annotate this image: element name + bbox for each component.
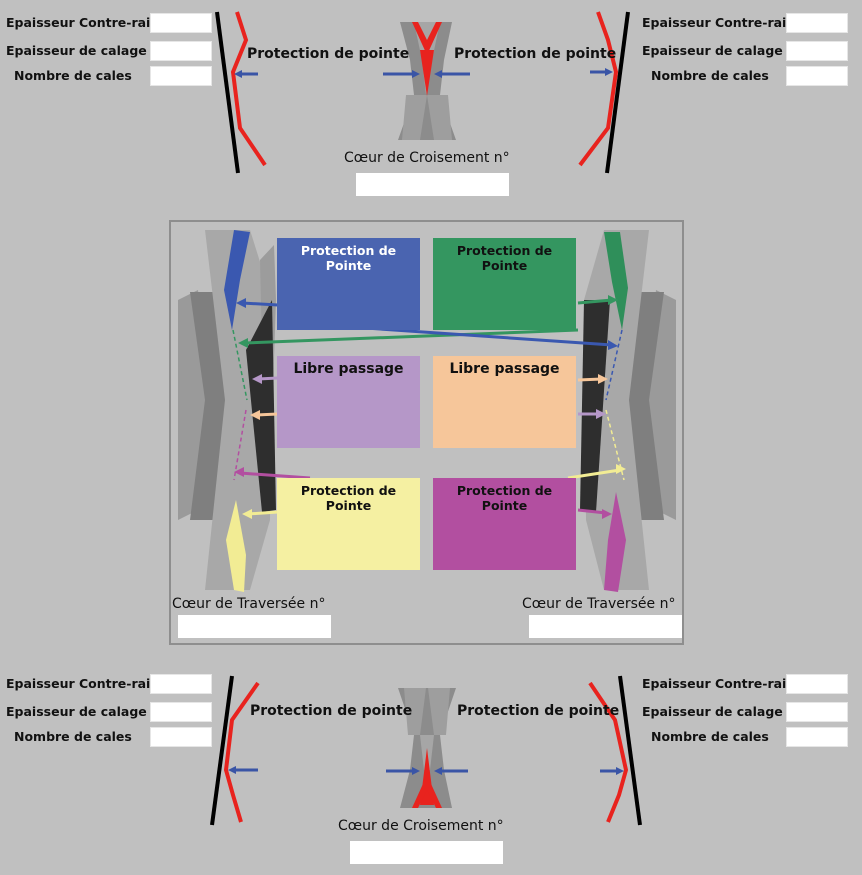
bottom-coeur-field[interactable] <box>350 841 503 864</box>
right-green-wedge <box>604 232 628 330</box>
top-crossing-diagram <box>215 11 630 174</box>
bottom-left-running-rail <box>223 681 260 823</box>
bottom-right-check-rail <box>618 675 642 826</box>
box-protection-blue: Protection de Pointe <box>277 238 420 330</box>
top-coeur-field[interactable] <box>356 173 509 196</box>
left-yellow-wedge <box>226 500 246 592</box>
top-left-calage-field[interactable] <box>150 41 212 61</box>
traversee-diagram <box>178 230 676 592</box>
box-magenta-label: Protection de Pointe <box>456 483 553 513</box>
bottom-left-cales-field[interactable] <box>150 727 212 747</box>
coeur-traversee-left-label: Cœur de Traversée n° <box>172 596 326 612</box>
bottom-right-contre-rail-field[interactable] <box>786 674 848 694</box>
label-epaisseur-calage: Epaisseur de calage <box>6 704 147 719</box>
top-left-contre-rail-field[interactable] <box>150 13 212 33</box>
top-right-running-rail <box>578 11 619 167</box>
top-right-contre-rail-field[interactable] <box>786 13 848 33</box>
label-nombre-cales: Nombre de cales <box>651 68 769 83</box>
box-protection-magenta: Protection de Pointe <box>433 478 576 570</box>
top-left-cales-field[interactable] <box>150 66 212 86</box>
label-epaisseur-calage: Epaisseur de calage <box>642 43 783 58</box>
box-green-label: Protection de Pointe <box>456 243 553 273</box>
label-epaisseur-contre-rail: Epaisseur Contre-rail <box>6 676 155 691</box>
top-left-check-rail <box>215 11 240 174</box>
box-purple-label: Libre passage <box>293 361 404 377</box>
left-blue-wedge <box>224 230 250 330</box>
top-frog-point <box>412 22 442 55</box>
label-epaisseur-calage: Epaisseur de calage <box>6 43 147 58</box>
top-protection-left-label: Protection de pointe <box>247 46 410 62</box>
top-left-running-rail <box>230 11 267 167</box>
label-nombre-cales: Nombre de cales <box>14 729 132 744</box>
bottom-right-running-rail <box>588 681 629 823</box>
arrow-magenta <box>577 508 607 515</box>
bottom-protection-left-label: Protection de pointe <box>250 703 413 719</box>
right-frog-point-black <box>580 300 610 512</box>
bottom-right-calage-field[interactable] <box>786 702 848 722</box>
coeur-traversee-left-field[interactable] <box>178 615 331 638</box>
box-libre-orange: Libre passage <box>433 356 576 448</box>
box-libre-purple: Libre passage <box>277 356 420 448</box>
right-magenta-wedge <box>604 492 626 592</box>
label-nombre-cales: Nombre de cales <box>651 729 769 744</box>
arrow-yellow-right <box>567 468 621 480</box>
box-yellow-label: Protection de Pointe <box>300 483 397 513</box>
bottom-left-check-rail <box>210 675 234 826</box>
bottom-left-contre-rail-field[interactable] <box>150 674 212 694</box>
arrow-blue <box>241 301 279 307</box>
traversee-panel <box>169 220 684 645</box>
top-protection-right-label: Protection de pointe <box>454 46 617 62</box>
bottom-coeur-label: Cœur de Croisement n° <box>338 818 504 834</box>
top-right-cales-field[interactable] <box>786 66 848 86</box>
label-epaisseur-contre-rail: Epaisseur Contre-rail <box>642 676 791 691</box>
box-blue-label: Protection de Pointe <box>300 243 397 273</box>
bottom-protection-right-label: Protection de pointe <box>457 703 620 719</box>
arrow-yellow <box>247 510 279 516</box>
bottom-right-cales-field[interactable] <box>786 727 848 747</box>
top-coeur-label: Cœur de Croisement n° <box>344 150 510 166</box>
box-protection-green: Protection de Pointe <box>433 238 576 330</box>
top-right-calage-field[interactable] <box>786 41 848 61</box>
label-epaisseur-contre-rail: Epaisseur Contre-rail <box>642 15 791 30</box>
label-epaisseur-calage: Epaisseur de calage <box>642 704 783 719</box>
arrow-magenta-left <box>239 471 311 480</box>
label-nombre-cales: Nombre de cales <box>14 68 132 83</box>
arrow-green-long <box>244 328 579 345</box>
box-protection-yellow: Protection de Pointe <box>277 478 420 570</box>
left-frog-point-black <box>246 300 276 512</box>
left-frog <box>205 230 272 590</box>
top-right-check-rail <box>605 11 630 174</box>
arrow-green <box>577 298 613 305</box>
coeur-traversee-right-field[interactable] <box>529 615 682 638</box>
box-orange-label: Libre passage <box>449 361 560 377</box>
coeur-traversee-right-label: Cœur de Traversée n° <box>522 596 676 612</box>
bottom-left-calage-field[interactable] <box>150 702 212 722</box>
label-epaisseur-contre-rail: Epaisseur Contre-rail <box>6 15 155 30</box>
